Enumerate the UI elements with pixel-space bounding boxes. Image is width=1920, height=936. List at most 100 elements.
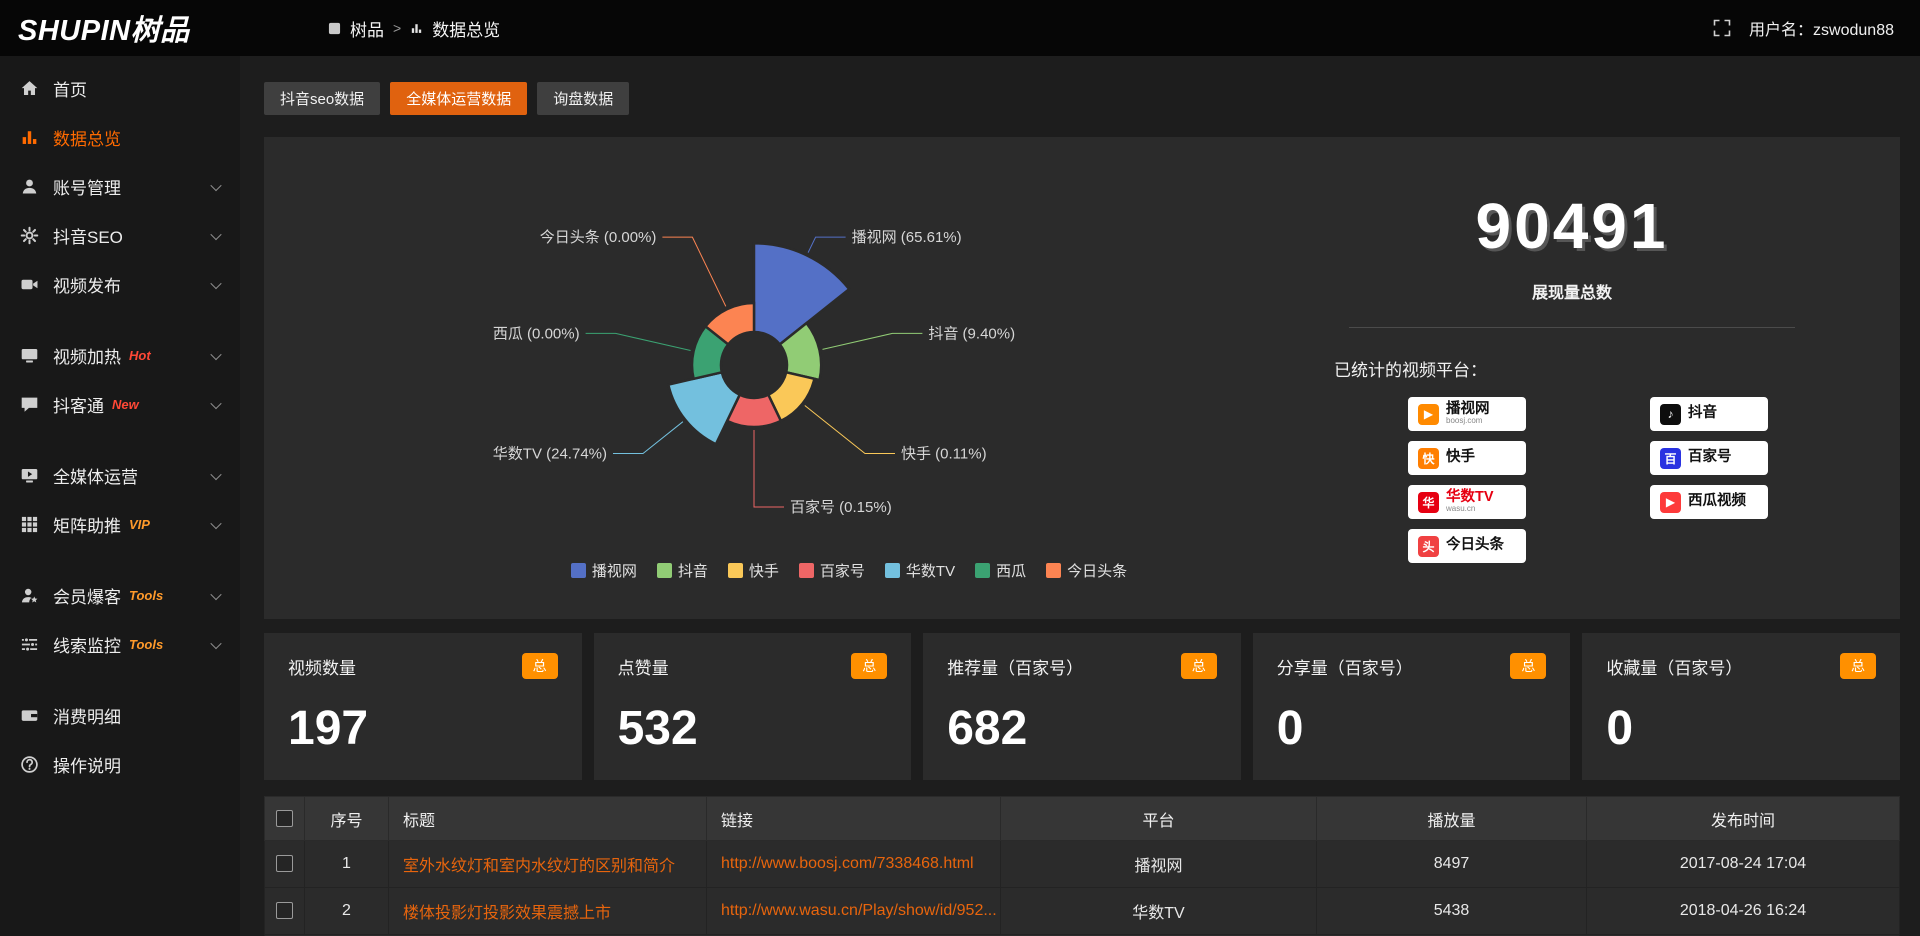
stat-card-3: 分享量（百家号） 总 0 [1252, 633, 1571, 780]
pie-label: 快手 (0.11%) [901, 446, 987, 463]
table-head: 序号 标题 链接 平台 播放量 发布时间 [264, 796, 1900, 841]
legend-item-今日头条[interactable]: 今日头条 [1046, 560, 1127, 581]
row-time: 2017-08-24 17:04 [1586, 840, 1900, 888]
sidebar-item-8[interactable]: 矩阵助推 VIP [0, 500, 240, 549]
tab-2[interactable]: 询盘数据 [537, 82, 630, 115]
table-row: 1 室外水纹灯和室内水纹灯的区别和简介 http://www.boosj.com/7… [264, 840, 1900, 888]
platform-subtext: boosj.com [1446, 416, 1483, 426]
sidebar-item-3[interactable]: 抖音SEO [0, 211, 240, 260]
question-icon [20, 755, 53, 774]
sidebar-item-12[interactable]: 操作说明 [0, 740, 240, 789]
platform-badge-今日头条: 头今日头条 [1408, 529, 1526, 563]
select-all-checkbox[interactable] [276, 809, 293, 827]
row-index: 1 [304, 840, 389, 888]
tab-1[interactable]: 全媒体运营数据 [390, 82, 528, 115]
sidebar-menu: 首页数据总览 账号管理抖音SEO 视频发布视频加热 Hot 抖客通 New 全媒体运营 矩阵助… [0, 64, 240, 789]
sidebar-item-10[interactable]: 线索监控 Tools [0, 620, 240, 669]
sidebar-item-label: 线索监控 [53, 637, 121, 656]
pie-label: 播视网 (65.61%) [852, 229, 962, 246]
summary-divider [1348, 327, 1796, 328]
sidebar: 首页数据总览 账号管理抖音SEO 视频发布视频加热 Hot 抖客通 New 全媒体运营 矩阵助… [0, 56, 240, 936]
sidebar-item-1[interactable]: 数据总览 [0, 113, 240, 162]
row-checkbox[interactable] [276, 855, 293, 873]
stat-card-4: 收藏量（百家号） 总 0 [1582, 633, 1900, 780]
stat-card-2: 推荐量（百家号） 总 682 [923, 633, 1241, 780]
sidebar-item-label: 首页 [53, 81, 87, 100]
breadcrumb-root[interactable]: 树品 [350, 20, 384, 40]
sidebar-item-label: 抖音SEO [53, 228, 123, 247]
breadcrumb: 树品 > 数据总览 [328, 16, 500, 41]
row-platform: 播视网 [1000, 840, 1317, 888]
stat-card-title: 视频数量 [288, 658, 356, 678]
sidebar-item-11[interactable]: 消费明细 [0, 691, 240, 740]
pie-slice-华数TV[interactable] [666, 370, 742, 446]
chevron-down-icon [210, 228, 222, 240]
sidebar-item-badge: Hot [129, 348, 151, 363]
sidebar-item-4[interactable]: 视频发布 [0, 260, 240, 309]
video-title-link[interactable]: 室外水纹灯和室内水纹灯的区别和简介 [403, 858, 676, 875]
total-badge: 总 [1840, 653, 1876, 679]
overview-panel: 播视网 (65.61%) 抖音 (9.40%) 快手 (0.11%) 百家号 (0.1… [264, 137, 1900, 619]
legend-swatch [798, 563, 814, 578]
sidebar-item-2[interactable]: 账号管理 [0, 162, 240, 211]
legend-item-快手[interactable]: 快手 [727, 560, 779, 581]
sidebar-group-gap [0, 669, 240, 691]
pie-slice-抖音[interactable] [778, 321, 823, 382]
column-header-0: 序号 [304, 796, 389, 841]
video-title-link[interactable]: 楼体投影灯投影效果震撼上市 [403, 905, 612, 922]
platform-badge-百家号: 百百家号 [1650, 441, 1768, 475]
platform-name: 快手 [1446, 449, 1475, 466]
total-impressions-value: 90491 [1475, 190, 1669, 262]
sidebar-item-7[interactable]: 全媒体运营 [0, 451, 240, 500]
pie-slice-今日头条[interactable] [703, 301, 756, 347]
data-tabs: 抖音seo数据 全媒体运营数据 询盘数据 [264, 82, 1900, 115]
chevron-down-icon [210, 277, 222, 289]
chevron-down-icon [210, 588, 222, 600]
video-url-link[interactable]: http://www.boosj.com/7338468.html [721, 855, 974, 872]
fullscreen-icon[interactable] [1713, 19, 1731, 37]
breadcrumb-separator: > [393, 20, 402, 36]
platforms-block: 已统计的视频平台： ▶ 播视网 boosj.com ♪ 抖音快快手 百百家号华华数TV wa… [1244, 356, 1900, 563]
row-select-cell [264, 840, 305, 888]
platforms-grid: ▶ 播视网 boosj.com ♪ 抖音快快手 百百家号华华数TV wasu.cn ▶ 西瓜视频… [1408, 397, 1900, 563]
legend-item-百家号[interactable]: 百家号 [798, 560, 865, 581]
platform-name: 抖音 [1688, 405, 1717, 422]
filter-icon [20, 635, 53, 654]
pie-label: 抖音 (9.40%) [928, 325, 1015, 342]
summary-section: 90491 展现量总数 已统计的视频平台： ▶ 播视网 boosj.com ♪ 抖音快快… [1244, 137, 1900, 619]
sidebar-item-9[interactable]: 会员爆客 Tools [0, 571, 240, 620]
legend-item-华数TV[interactable]: 华数TV [884, 560, 955, 581]
pie-label: 西瓜 (0.00%) [493, 325, 580, 342]
legend-swatch [1046, 563, 1062, 578]
breadcrumb-current: 数据总览 [432, 20, 501, 40]
tab-0[interactable]: 抖音seo数据 [264, 82, 381, 115]
sidebar-item-0[interactable]: 首页 [0, 64, 240, 113]
platform-subtext: wasu.cn [1446, 504, 1476, 514]
platform-logo-icon: 头 [1418, 535, 1439, 557]
legend-item-西瓜[interactable]: 西瓜 [975, 560, 1026, 581]
stat-card-0: 视频数量 总 197 [264, 633, 582, 780]
legend-item-播视网[interactable]: 播视网 [570, 560, 637, 581]
row-link-cell: http://www.boosj.com/7338468.html [706, 840, 1001, 888]
topbar: SHUPIN树品 树品 > 数据总览 用户名：zswodun88 [0, 0, 1920, 56]
stat-card-1: 点赞量 总 532 [593, 633, 912, 780]
sidebar-group-gap [0, 549, 240, 571]
stat-card-title: 分享量（百家号） [1276, 658, 1413, 678]
table-header-row: 序号 标题 链接 平台 播放量 发布时间 [264, 796, 1900, 841]
video-icon [20, 275, 53, 294]
legend-item-抖音[interactable]: 抖音 [656, 560, 708, 581]
sidebar-item-label: 视频加热 [53, 348, 121, 367]
column-header-3: 平台 [1000, 796, 1317, 841]
sidebar-item-5[interactable]: 视频加热 Hot [0, 331, 240, 380]
column-header-5: 发布时间 [1586, 796, 1900, 841]
chevron-down-icon [210, 468, 222, 480]
sidebar-item-label: 视频发布 [53, 277, 121, 296]
sidebar-item-6[interactable]: 抖客通 New [0, 380, 240, 429]
stat-card-value: 682 [947, 702, 1028, 755]
pie-slice-播视网[interactable] [752, 242, 851, 347]
video-url-link[interactable]: http://www.wasu.cn/Play/show/id/952... [721, 902, 997, 919]
chevron-down-icon [210, 397, 222, 409]
total-badge: 总 [851, 653, 888, 679]
row-checkbox[interactable] [276, 902, 293, 920]
row-plays: 5438 [1316, 887, 1587, 935]
